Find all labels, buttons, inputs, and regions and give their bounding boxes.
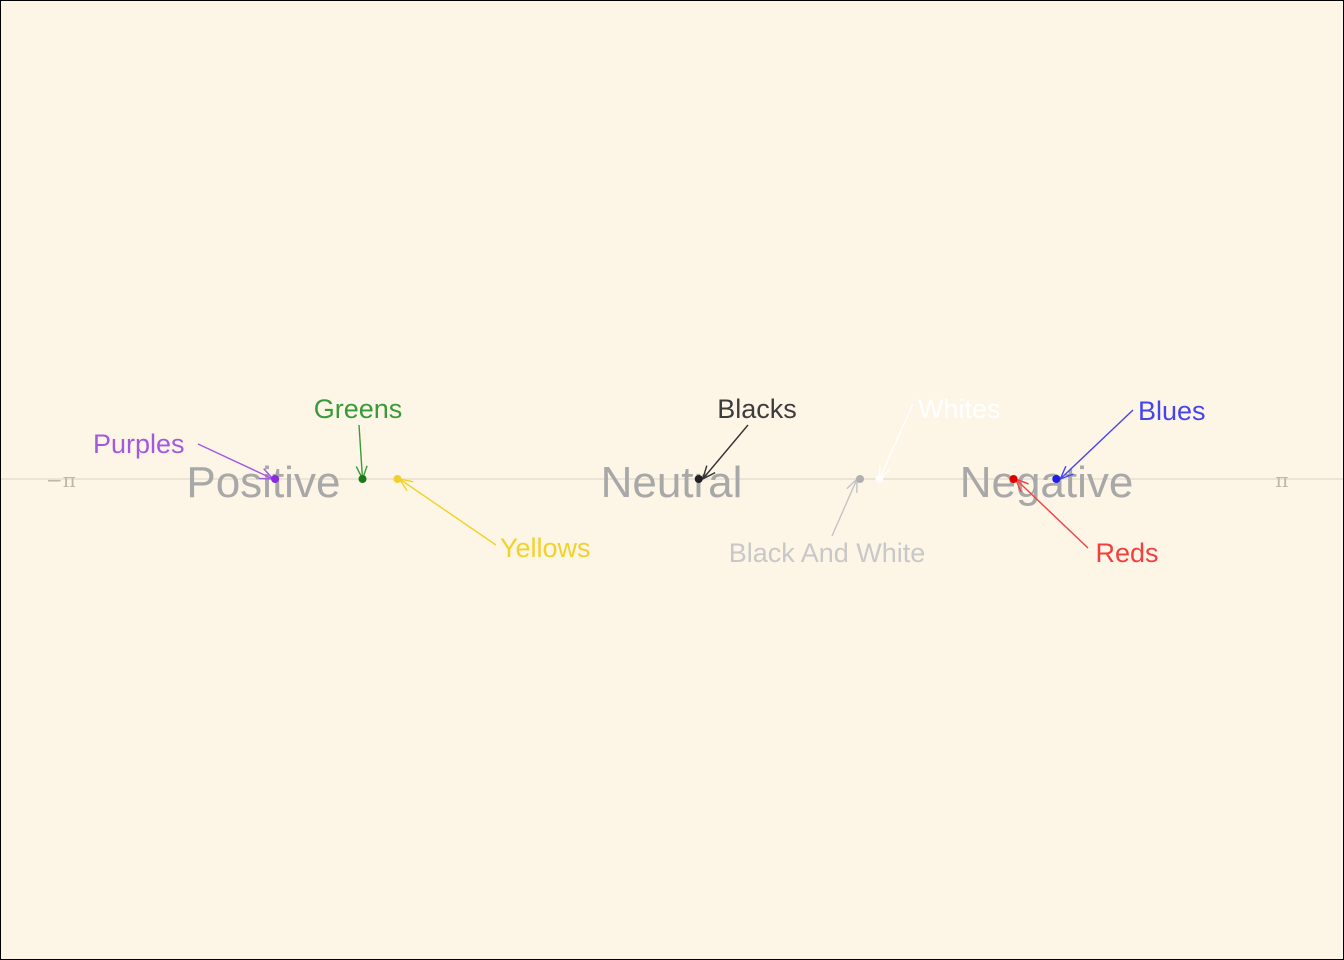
point-group-whites: Whites bbox=[875, 394, 1001, 483]
connector-blacks bbox=[702, 424, 749, 480]
point-reds bbox=[1009, 475, 1018, 483]
point-group-black-and-white: Black And White bbox=[729, 475, 926, 568]
connector-yellows bbox=[399, 478, 497, 546]
connector-reds bbox=[1015, 478, 1089, 549]
region-label-neutral: Neutral bbox=[601, 458, 743, 507]
point-label-blacks: Blacks bbox=[717, 394, 797, 424]
connector-purples bbox=[197, 443, 274, 480]
point-blues bbox=[1052, 475, 1061, 483]
point-whites bbox=[875, 475, 884, 483]
point-group-greens: Greens bbox=[314, 394, 403, 483]
point-purples bbox=[271, 475, 280, 483]
point-black-and-white bbox=[855, 475, 864, 483]
point-label-greens: Greens bbox=[314, 394, 403, 424]
point-yellows bbox=[393, 475, 402, 483]
connector-black-and-white bbox=[831, 478, 858, 537]
point-group-blues: Blues bbox=[1052, 396, 1206, 483]
region-labels: Positive Neutral Negative bbox=[186, 458, 1133, 507]
axis-max-label: π bbox=[1275, 468, 1288, 492]
point-group-reds: Reds bbox=[1009, 475, 1159, 568]
region-label-positive: Positive bbox=[186, 458, 340, 507]
data-points: Purples Greens Yellows Blacks Black And Whit… bbox=[93, 394, 1206, 568]
connector-blues bbox=[1059, 409, 1134, 480]
axis-min-label: −π bbox=[46, 468, 76, 492]
connector-whites bbox=[878, 403, 914, 480]
region-label-negative: Negative bbox=[960, 458, 1134, 507]
point-blacks bbox=[694, 475, 703, 483]
point-label-reds: Reds bbox=[1095, 538, 1158, 568]
point-greens bbox=[358, 475, 367, 483]
point-label-black-and-white: Black And White bbox=[729, 538, 926, 568]
point-label-yellows: Yellows bbox=[500, 533, 591, 563]
point-label-blues: Blues bbox=[1138, 396, 1206, 426]
point-group-yellows: Yellows bbox=[393, 475, 591, 563]
point-group-blacks: Blacks bbox=[694, 394, 797, 483]
connector-greens bbox=[358, 424, 364, 480]
point-label-whites: Whites bbox=[918, 394, 1001, 424]
point-label-purples: Purples bbox=[93, 429, 185, 459]
point-group-purples: Purples bbox=[93, 429, 280, 483]
